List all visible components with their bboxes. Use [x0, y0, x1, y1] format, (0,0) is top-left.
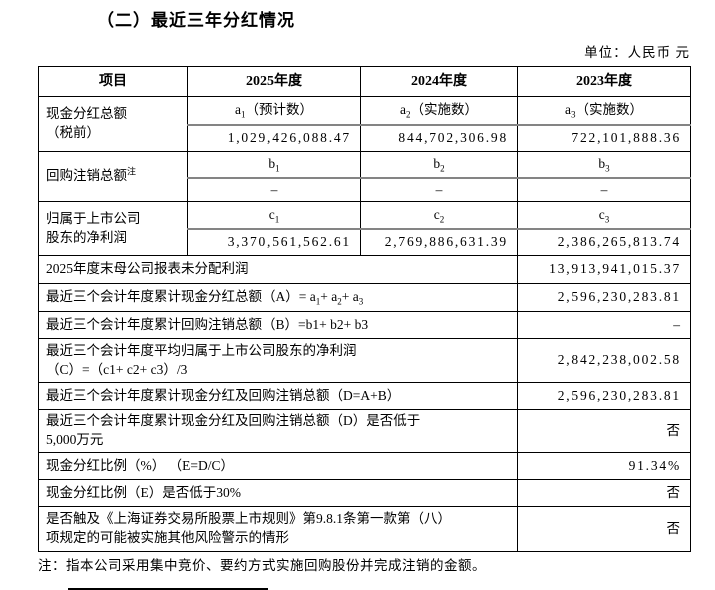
- net-profit-2023-value: 2,386,265,813.74: [517, 228, 691, 257]
- header-2024: 2024年度: [360, 66, 518, 97]
- total-cash-dividend-label: 最近三个会计年度累计现金分红总额（A）= a1+ a2+ a3: [38, 283, 518, 313]
- repurchase-2023-value: –: [517, 176, 691, 203]
- cash-dividend-2025-value: 1,029,426,088.47: [187, 124, 361, 152]
- footnote-text: 注：指本公司采用集中竞价、要约方式实施回购股份并完成注销的金额。: [38, 558, 486, 574]
- footnote-divider-line: [68, 588, 268, 590]
- below-50m-answer: 否: [517, 409, 691, 454]
- net-profit-formula-row: 归属于上市公司 股东的净利润 c1 c2 c3: [38, 201, 691, 257]
- cash-dividend-value-row: 1,029,426,088.47 844,702,306.98 722,101,…: [39, 124, 691, 152]
- cash-dividend-2024-value: 844,702,306.98: [360, 124, 518, 152]
- below-50m-row: 最近三个会计年度累计现金分红及回购注销总额（D）是否低于 5,000万元 否: [38, 409, 691, 454]
- undistributed-profit-value: 13,913,941,015.37: [517, 255, 691, 285]
- cash-dividend-2023-value: 722,101,888.36: [517, 124, 691, 152]
- risk-warning-answer: 否: [517, 506, 691, 553]
- net-profit-2025-value: 3,370,561,562.61: [187, 228, 361, 257]
- table-header-row: 项目 2025年度 2024年度 2023年度: [38, 66, 691, 97]
- net-profit-2023-formula: c3: [517, 201, 691, 230]
- header-item: 项目: [38, 66, 188, 97]
- avg-net-profit-row: 最近三个会计年度平均归属于上市公司股东的净利润 （C）=（c1+ c2+ c3）…: [38, 338, 691, 384]
- header-2025: 2025年度: [187, 66, 361, 97]
- dividend-ratio-value: 91.34%: [517, 452, 691, 481]
- total-dividend-repurchase-label: 最近三个会计年度累计现金分红及回购注销总额（D=A+B）: [38, 382, 518, 411]
- total-cash-dividend-row: 最近三个会计年度累计现金分红总额（A）= a1+ a2+ a3 2,596,23…: [38, 283, 691, 313]
- cash-dividend-formula-row: 现金分红总额 （税前） a1（预计数） a2（实施数） a3（实施数）: [38, 96, 691, 152]
- repurchase-2025-value: –: [187, 176, 361, 203]
- repurchase-label: 回购注销总额注: [38, 150, 188, 203]
- avg-net-profit-label: 最近三个会计年度平均归属于上市公司股东的净利润 （C）=（c1+ c2+ c3）…: [38, 338, 518, 384]
- header-2023: 2023年度: [517, 66, 691, 97]
- repurchase-formula-row: 回购注销总额注 b1 b2 b3: [38, 150, 691, 203]
- ratio-below-30-answer: 否: [517, 479, 691, 508]
- repurchase-2023-formula: b3: [517, 151, 691, 179]
- total-repurchase-label: 最近三个会计年度累计回购注销总额（B）=b1+ b2+ b3: [38, 311, 518, 340]
- risk-warning-label: 是否触及《上海证券交易所股票上市规则》第9.8.1条第一款第（八） 项规定的可能…: [38, 506, 518, 553]
- repurchase-value-row: – – –: [39, 176, 691, 203]
- dividend-ratio-row: 现金分红比例（%） （E=D/C） 91.34%: [38, 452, 691, 481]
- below-50m-label: 最近三个会计年度累计现金分红及回购注销总额（D）是否低于 5,000万元: [38, 409, 518, 454]
- ratio-below-30-row: 现金分红比例（E）是否低于30% 否: [38, 479, 691, 508]
- undistributed-profit-label: 2025年度末母公司报表未分配利润: [38, 255, 518, 285]
- dividend-ratio-label: 现金分红比例（%） （E=D/C）: [38, 452, 518, 481]
- dividend-table: 项目 2025年度 2024年度 2023年度 现金分红总额 （税前） a1（预…: [38, 66, 691, 553]
- net-profit-label: 归属于上市公司 股东的净利润: [38, 201, 188, 257]
- repurchase-2024-formula: b2: [360, 151, 518, 179]
- cash-dividend-label: 现金分红总额 （税前）: [38, 96, 188, 152]
- undistributed-profit-row: 2025年度末母公司报表未分配利润 13,913,941,015.37: [38, 255, 691, 285]
- cash-dividend-2025-formula: a1（预计数）: [187, 96, 361, 126]
- repurchase-2024-value: –: [360, 176, 518, 203]
- total-cash-dividend-value: 2,596,230,283.81: [517, 283, 691, 313]
- footnote-marker: 注: [127, 166, 137, 177]
- ratio-below-30-label: 现金分红比例（E）是否低于30%: [38, 479, 518, 508]
- risk-warning-row: 是否触及《上海证券交易所股票上市规则》第9.8.1条第一款第（八） 项规定的可能…: [38, 506, 691, 553]
- avg-net-profit-value: 2,842,238,002.58: [517, 338, 691, 384]
- cash-dividend-2023-formula: a3（实施数）: [517, 96, 691, 126]
- repurchase-2025-formula: b1: [187, 151, 361, 179]
- total-repurchase-value: –: [517, 311, 691, 340]
- net-profit-2024-formula: c2: [360, 201, 518, 230]
- cash-dividend-2024-formula: a2（实施数）: [360, 96, 518, 126]
- section-title: （二）最近三年分红情况: [97, 11, 295, 30]
- net-profit-2025-formula: c1: [187, 201, 361, 230]
- total-repurchase-row: 最近三个会计年度累计回购注销总额（B）=b1+ b2+ b3 –: [38, 311, 691, 340]
- total-dividend-repurchase-value: 2,596,230,283.81: [517, 382, 691, 411]
- total-dividend-repurchase-row: 最近三个会计年度累计现金分红及回购注销总额（D=A+B） 2,596,230,2…: [38, 382, 691, 411]
- net-profit-2024-value: 2,769,886,631.39: [360, 228, 518, 257]
- unit-label: 单位：人民币 元: [584, 45, 690, 60]
